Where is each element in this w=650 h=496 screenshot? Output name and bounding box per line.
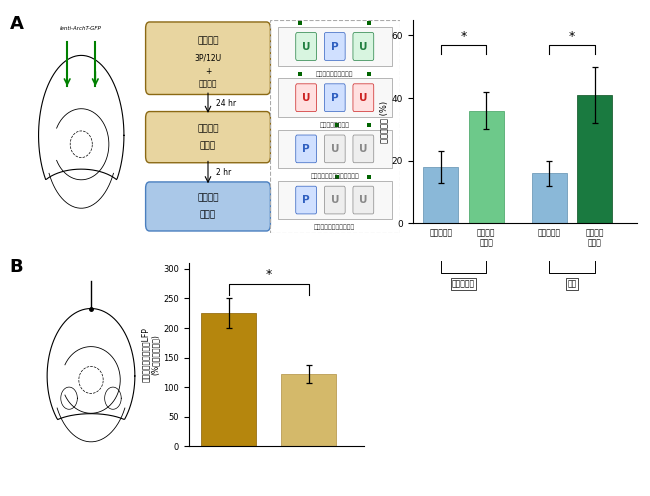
Text: 最初に連合: 最初に連合 xyxy=(452,280,475,289)
Text: P: P xyxy=(302,144,310,154)
Bar xyxy=(278,129,392,168)
Text: P: P xyxy=(302,195,310,205)
FancyBboxPatch shape xyxy=(324,84,345,112)
Bar xyxy=(281,374,337,446)
Text: U: U xyxy=(330,144,339,154)
FancyBboxPatch shape xyxy=(296,33,317,61)
Text: U: U xyxy=(302,42,311,52)
FancyBboxPatch shape xyxy=(146,182,270,231)
FancyBboxPatch shape xyxy=(296,186,317,214)
Text: U: U xyxy=(359,42,368,52)
Text: 光遺伝学: 光遺伝学 xyxy=(199,79,217,88)
Text: P: P xyxy=(331,93,339,103)
FancyBboxPatch shape xyxy=(353,186,374,214)
Text: 連合学習: 連合学習 xyxy=(197,37,219,46)
FancyBboxPatch shape xyxy=(296,135,317,163)
FancyBboxPatch shape xyxy=(353,33,374,61)
Text: U: U xyxy=(359,93,368,103)
Text: 音の記憩: 音の記憩 xyxy=(197,193,219,202)
Text: *: * xyxy=(266,268,272,281)
Bar xyxy=(278,181,392,219)
Text: テスト: テスト xyxy=(200,210,216,220)
Text: 筱の記憩: 筱の記憩 xyxy=(197,124,219,133)
Text: A: A xyxy=(10,15,23,33)
Text: B: B xyxy=(10,258,23,276)
FancyBboxPatch shape xyxy=(353,84,374,112)
Text: 混合・オーバーラップ: 混合・オーバーラップ xyxy=(316,71,354,76)
Text: U: U xyxy=(359,144,368,154)
Text: テスト: テスト xyxy=(200,141,216,150)
Text: *: * xyxy=(569,30,575,43)
Text: 混合: 混合 xyxy=(567,280,577,289)
Text: 最初に連合・オーバーラップ: 最初に連合・オーバーラップ xyxy=(311,174,359,179)
Y-axis label: 音刺濃で誤導されるLFP
(%ベースライン): 音刺濃で誤導されるLFP (%ベースライン) xyxy=(140,327,160,382)
Bar xyxy=(469,111,504,223)
Bar xyxy=(278,27,392,65)
Text: 3P/12U: 3P/12U xyxy=(194,54,222,62)
Bar xyxy=(532,173,567,223)
FancyBboxPatch shape xyxy=(353,135,374,163)
Bar xyxy=(201,313,256,446)
FancyBboxPatch shape xyxy=(146,22,270,95)
Text: P: P xyxy=(331,42,339,52)
Text: U: U xyxy=(330,195,339,205)
Text: +: + xyxy=(205,66,211,75)
Text: lenti-ArchT-GFP: lenti-ArchT-GFP xyxy=(60,26,102,31)
Text: U: U xyxy=(302,93,311,103)
FancyBboxPatch shape xyxy=(146,112,270,163)
Text: 最初に連合・オフセット: 最初に連合・オフセット xyxy=(314,225,356,230)
Bar xyxy=(423,167,458,223)
Y-axis label: すくみ反応 (%): すくみ反応 (%) xyxy=(380,101,389,142)
Text: 2 hr: 2 hr xyxy=(216,168,231,177)
FancyBboxPatch shape xyxy=(324,33,345,61)
FancyBboxPatch shape xyxy=(324,135,345,163)
Text: U: U xyxy=(359,195,368,205)
Text: 24 hr: 24 hr xyxy=(216,99,236,108)
Text: 混合・オフセット: 混合・オフセット xyxy=(320,122,350,128)
Bar xyxy=(577,95,612,223)
FancyBboxPatch shape xyxy=(324,186,345,214)
Bar xyxy=(278,78,392,117)
Text: *: * xyxy=(460,30,467,43)
FancyBboxPatch shape xyxy=(296,84,317,112)
